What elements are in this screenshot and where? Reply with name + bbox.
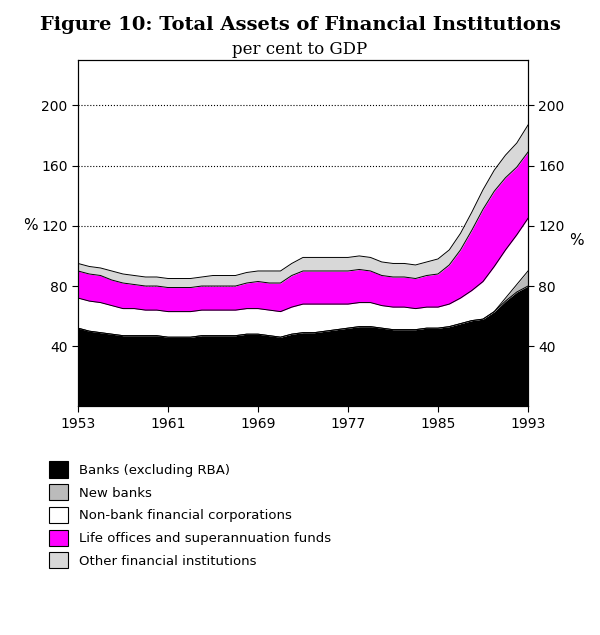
Y-axis label: %: %: [23, 218, 37, 233]
Y-axis label: %: %: [569, 233, 583, 248]
Text: Figure 10: Total Assets of Financial Institutions: Figure 10: Total Assets of Financial Ins…: [40, 16, 560, 34]
Text: per cent to GDP: per cent to GDP: [232, 41, 368, 58]
Legend: Banks (excluding RBA), New banks, Non-bank financial corporations, Life offices : Banks (excluding RBA), New banks, Non-ba…: [49, 462, 331, 568]
